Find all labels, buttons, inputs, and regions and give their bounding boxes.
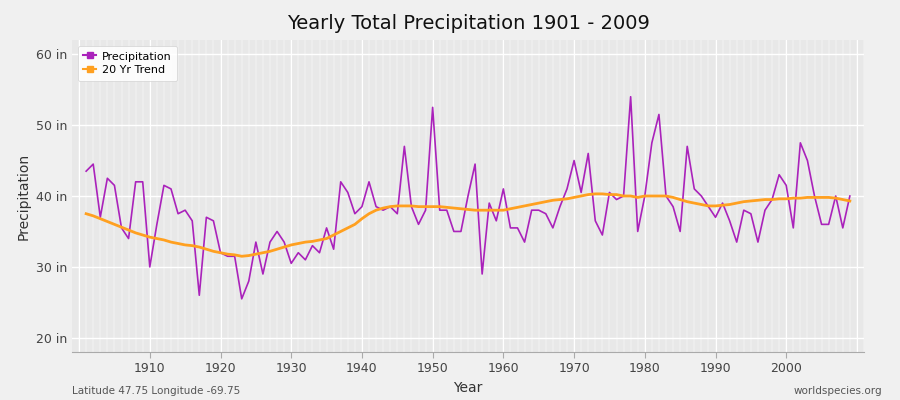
X-axis label: Year: Year	[454, 381, 482, 395]
Y-axis label: Precipitation: Precipitation	[16, 152, 31, 240]
Legend: Precipitation, 20 Yr Trend: Precipitation, 20 Yr Trend	[77, 46, 177, 81]
Title: Yearly Total Precipitation 1901 - 2009: Yearly Total Precipitation 1901 - 2009	[286, 14, 650, 33]
Text: worldspecies.org: worldspecies.org	[794, 386, 882, 396]
Text: Latitude 47.75 Longitude -69.75: Latitude 47.75 Longitude -69.75	[72, 386, 240, 396]
